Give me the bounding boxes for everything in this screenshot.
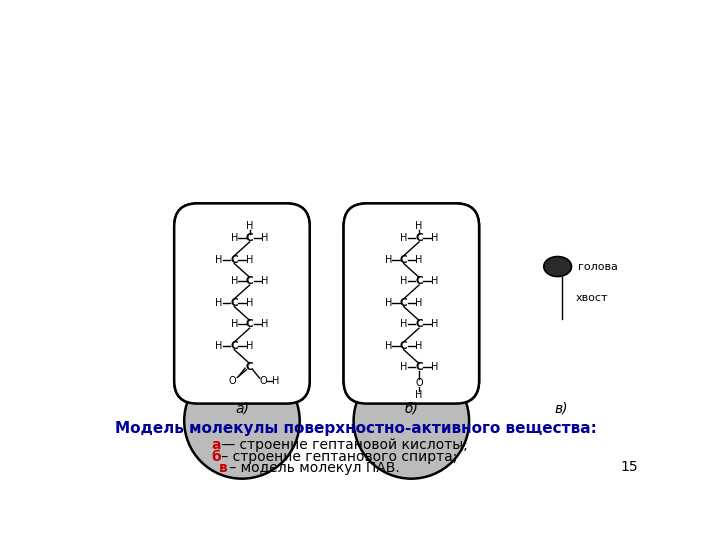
- Text: O: O: [415, 378, 423, 388]
- Text: H: H: [261, 233, 269, 243]
- Text: H: H: [230, 276, 238, 286]
- Text: H: H: [431, 233, 438, 243]
- Text: H: H: [230, 319, 238, 329]
- Text: C: C: [415, 362, 423, 373]
- Text: б: б: [211, 450, 221, 464]
- Text: H: H: [384, 341, 392, 351]
- Text: Модель молекулы поверхностно-активного вещества:: Модель молекулы поверхностно-активного в…: [115, 421, 597, 436]
- Text: H: H: [246, 221, 253, 231]
- Text: H: H: [400, 319, 408, 329]
- Ellipse shape: [544, 256, 572, 276]
- Text: O: O: [260, 376, 267, 386]
- FancyBboxPatch shape: [343, 204, 479, 403]
- Text: C: C: [415, 233, 423, 243]
- Text: C: C: [400, 341, 408, 351]
- Text: H: H: [230, 233, 238, 243]
- Text: C: C: [246, 362, 253, 373]
- Text: H: H: [415, 341, 423, 351]
- Text: H: H: [431, 362, 438, 373]
- Text: H: H: [215, 298, 222, 308]
- Text: б): б): [405, 402, 418, 416]
- Text: H: H: [400, 362, 408, 373]
- Text: C: C: [230, 341, 238, 351]
- Text: H: H: [215, 255, 222, 265]
- Text: H: H: [431, 276, 438, 286]
- Circle shape: [354, 363, 469, 478]
- Text: C: C: [415, 319, 423, 329]
- Text: H: H: [261, 319, 269, 329]
- Circle shape: [184, 363, 300, 478]
- Text: H: H: [384, 298, 392, 308]
- Text: H: H: [272, 376, 279, 386]
- Text: C: C: [246, 276, 253, 286]
- Text: C: C: [230, 298, 238, 308]
- Text: в: в: [219, 461, 228, 475]
- Text: H: H: [415, 221, 423, 231]
- FancyBboxPatch shape: [174, 204, 310, 403]
- Text: O: O: [229, 376, 237, 386]
- Text: H: H: [246, 255, 253, 265]
- Text: в): в): [554, 402, 568, 416]
- Text: H: H: [431, 319, 438, 329]
- Text: C: C: [400, 255, 408, 265]
- Text: хвост: хвост: [575, 293, 608, 303]
- Text: H: H: [400, 276, 408, 286]
- Text: C: C: [246, 319, 253, 329]
- Text: голова: голова: [577, 261, 618, 272]
- FancyBboxPatch shape: [174, 204, 310, 403]
- Text: C: C: [246, 233, 253, 243]
- Text: C: C: [230, 255, 238, 265]
- Text: H: H: [415, 298, 423, 308]
- Text: C: C: [400, 298, 408, 308]
- Text: 15: 15: [621, 461, 639, 475]
- Text: – строение гептанового спирта;: – строение гептанового спирта;: [217, 450, 458, 464]
- Text: H: H: [400, 233, 408, 243]
- Text: H: H: [246, 341, 253, 351]
- Text: C: C: [415, 276, 423, 286]
- Text: а): а): [235, 402, 249, 416]
- Text: H: H: [415, 390, 423, 400]
- Text: а: а: [211, 438, 220, 453]
- Text: – модель молекул ПАВ.: – модель молекул ПАВ.: [225, 461, 400, 475]
- Text: H: H: [261, 276, 269, 286]
- FancyBboxPatch shape: [343, 204, 479, 403]
- Text: — строение гептановой кислоты;: — строение гептановой кислоты;: [217, 438, 468, 453]
- Text: H: H: [384, 255, 392, 265]
- Text: H: H: [415, 255, 423, 265]
- Text: H: H: [246, 298, 253, 308]
- Text: H: H: [215, 341, 222, 351]
